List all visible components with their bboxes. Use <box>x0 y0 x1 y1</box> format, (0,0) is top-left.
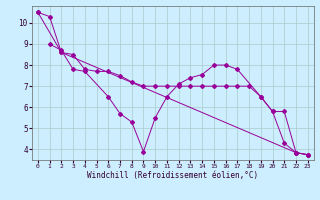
X-axis label: Windchill (Refroidissement éolien,°C): Windchill (Refroidissement éolien,°C) <box>87 171 258 180</box>
